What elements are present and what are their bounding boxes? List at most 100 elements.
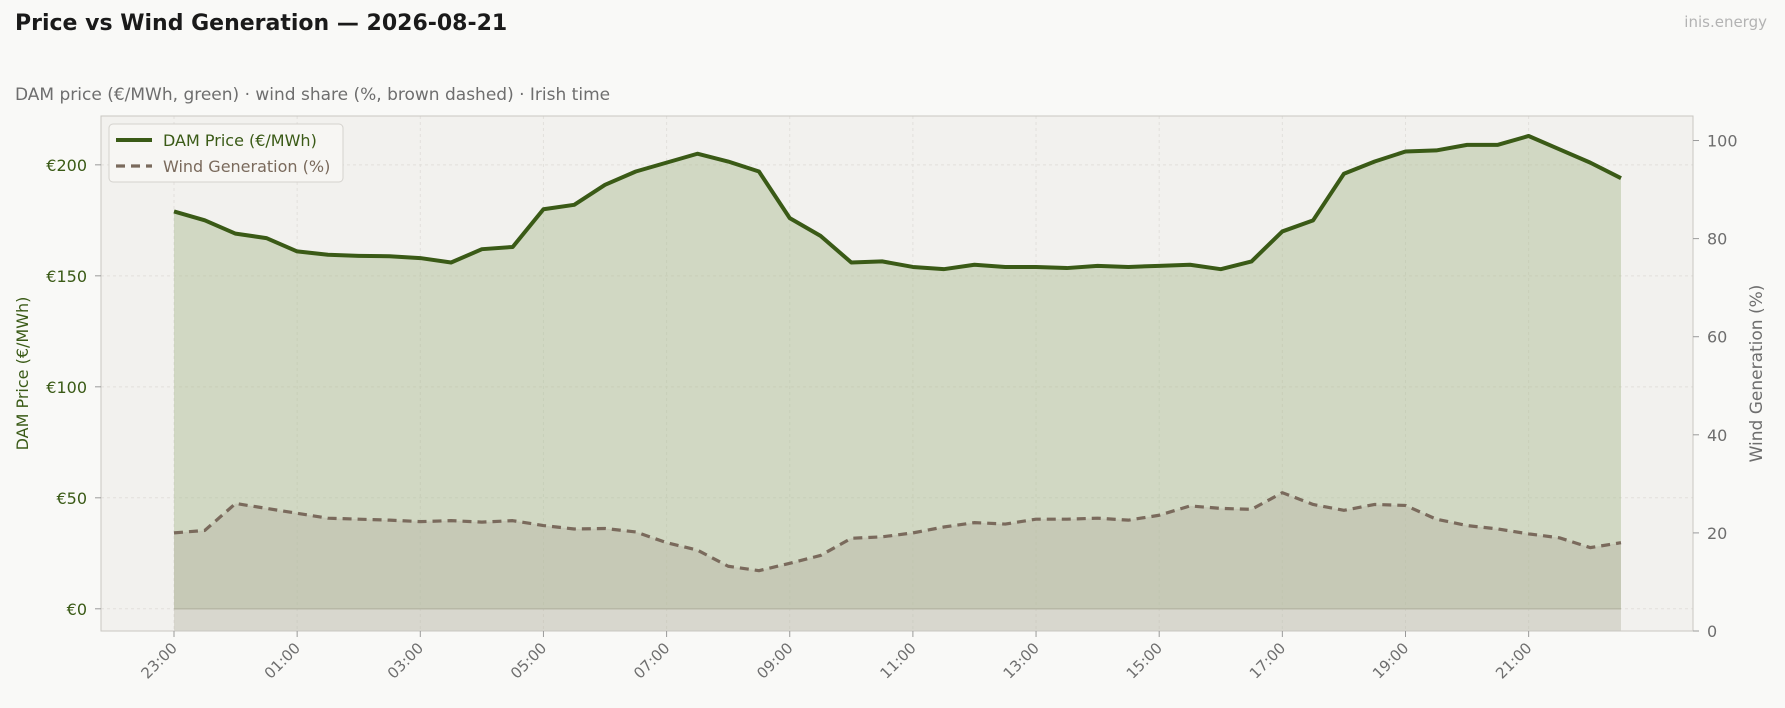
y-left-tick-label: €150 — [46, 267, 87, 286]
chart-subtitle: DAM price (€/MWh, green) · wind share (%… — [15, 85, 611, 105]
wind-point — [1250, 507, 1254, 511]
price-point — [388, 254, 392, 258]
x-tick-label: 11:00 — [876, 639, 919, 682]
wind-point — [203, 528, 207, 532]
price-point — [788, 216, 792, 220]
x-tick-label: 05:00 — [507, 639, 550, 682]
y-left-tick-label: €50 — [56, 489, 87, 508]
wind-point — [726, 564, 730, 568]
price-point — [511, 245, 515, 249]
wind-point — [1588, 546, 1592, 550]
x-tick-label: 15:00 — [1123, 639, 1166, 682]
wind-point — [172, 531, 176, 535]
wind-point — [326, 516, 330, 520]
legend-price-label: DAM Price (€/MWh) — [163, 131, 317, 150]
wind-point — [819, 553, 823, 557]
wind-point — [1065, 517, 1069, 521]
wind-point — [634, 530, 638, 534]
y-right-tick-label: 100 — [1707, 132, 1738, 151]
price-point — [264, 236, 268, 240]
wind-point — [1126, 518, 1130, 522]
wind-point — [1219, 506, 1223, 510]
price-point — [1157, 264, 1161, 268]
plot-frame — [100, 115, 1694, 632]
wind-point — [1403, 503, 1407, 507]
price-point — [1557, 147, 1561, 151]
price-point — [1034, 265, 1038, 269]
wind-point — [541, 524, 545, 528]
price-point — [1065, 266, 1069, 270]
wind-point — [1557, 536, 1561, 540]
wind-point — [357, 517, 361, 521]
wind-point — [942, 525, 946, 529]
x-tick-label: 13:00 — [1000, 639, 1043, 682]
y-left-axis-title: DAM Price (€/MWh) — [13, 297, 32, 451]
wind-point — [1034, 517, 1038, 521]
price-point — [757, 169, 761, 173]
x-tick-label: 21:00 — [1492, 639, 1535, 682]
price-point — [695, 152, 699, 156]
legend-box — [108, 123, 344, 183]
price-point — [357, 254, 361, 258]
wind-point — [1373, 502, 1377, 506]
y-left-tick-label: €200 — [46, 156, 87, 175]
price-point — [1619, 176, 1623, 180]
x-tick-label: 09:00 — [753, 639, 796, 682]
price-point — [1188, 263, 1192, 267]
y-right-tick-label: 0 — [1707, 622, 1717, 641]
price-point — [203, 218, 207, 222]
wind-point — [972, 521, 976, 525]
price-point — [911, 265, 915, 269]
price-point — [1280, 229, 1284, 233]
y-right-tick-label: 40 — [1707, 426, 1727, 445]
price-point — [726, 160, 730, 164]
y-right-tick-label: 60 — [1707, 328, 1727, 347]
price-point — [1342, 172, 1346, 176]
x-tick-label: 19:00 — [1369, 639, 1412, 682]
price-point — [665, 161, 669, 165]
wind-point — [603, 526, 607, 530]
wind-point — [665, 541, 669, 545]
wind-point — [880, 535, 884, 539]
wind-point — [1619, 541, 1623, 545]
wind-point — [480, 520, 484, 524]
y-right-tick-label: 80 — [1707, 230, 1727, 249]
price-point — [234, 232, 238, 236]
wind-point — [1496, 527, 1500, 531]
y-left-tick-label: €0 — [67, 600, 87, 619]
wind-point — [264, 506, 268, 510]
wind-point — [1434, 517, 1438, 521]
x-tick-label: 23:00 — [138, 639, 181, 682]
price-point — [1403, 150, 1407, 154]
wind-point — [911, 531, 915, 535]
price-point — [1373, 160, 1377, 164]
wind-point — [572, 527, 576, 531]
price-point — [541, 207, 545, 211]
legend-wind-label: Wind Generation (%) — [163, 157, 330, 176]
price-point — [1311, 218, 1315, 222]
price-point — [819, 234, 823, 238]
price-point — [295, 249, 299, 253]
price-point — [1588, 161, 1592, 165]
price-point — [1434, 148, 1438, 152]
price-point — [480, 247, 484, 251]
x-tick-label: 17:00 — [1246, 639, 1289, 682]
price-point — [880, 259, 884, 263]
price-point — [942, 267, 946, 271]
price-point — [1219, 267, 1223, 271]
y-left-tick-label: €100 — [46, 378, 87, 397]
wind-point — [388, 518, 392, 522]
wind-point — [1311, 502, 1315, 506]
price-point — [1126, 265, 1130, 269]
price-point — [849, 261, 853, 265]
wind-point — [788, 561, 792, 565]
price-point — [418, 256, 422, 260]
price-point — [1096, 264, 1100, 268]
wind-point — [1527, 532, 1531, 536]
price-point — [603, 183, 607, 187]
wind-point — [1465, 524, 1469, 528]
price-point — [634, 169, 638, 173]
price-point — [1003, 265, 1007, 269]
wind-point — [511, 519, 515, 523]
